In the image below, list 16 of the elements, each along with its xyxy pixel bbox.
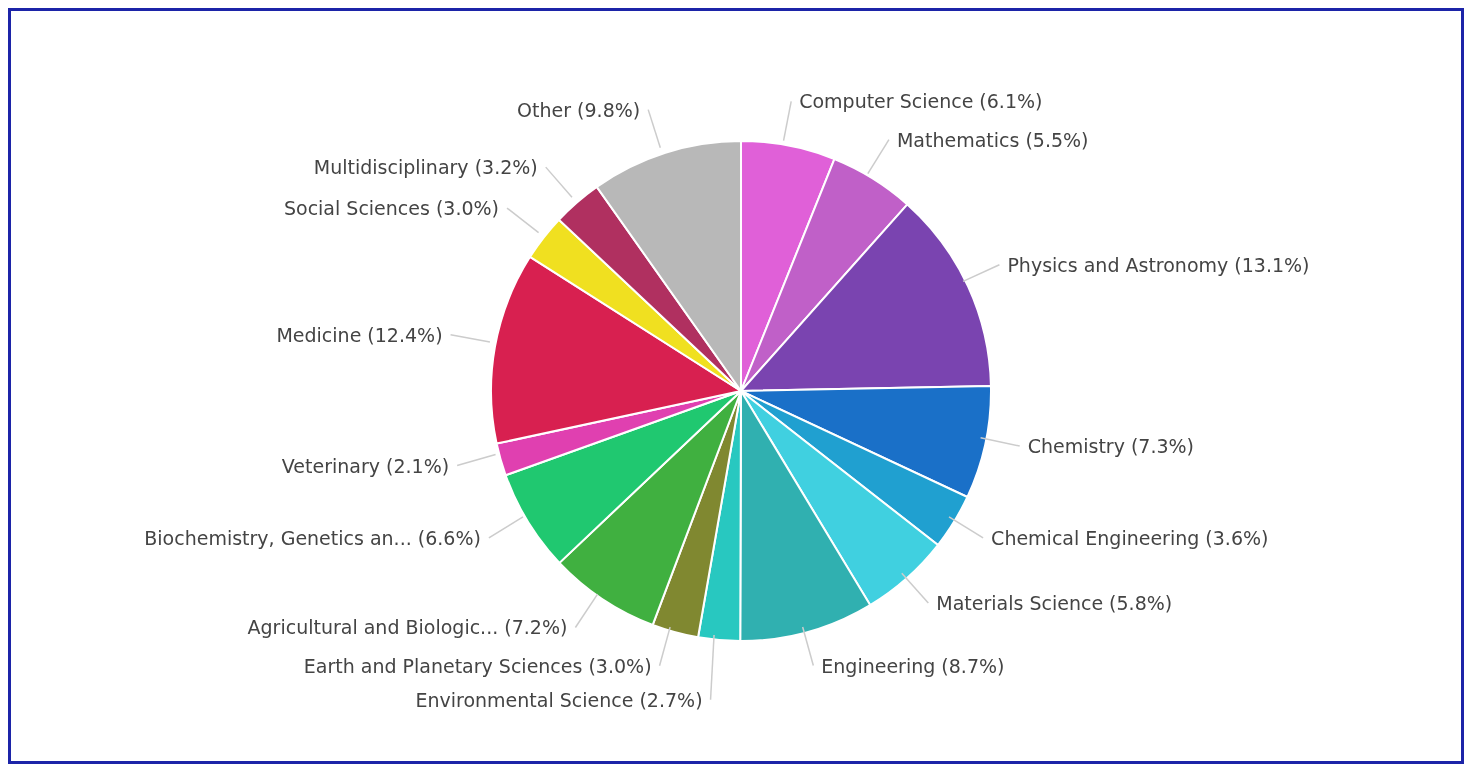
slice-label: Materials Science (5.8%) <box>936 592 1173 615</box>
slice-label: Mathematics (5.5%) <box>896 128 1089 151</box>
slice-label: Environmental Science (2.7%) <box>415 688 703 711</box>
slice-label: Chemical Engineering (3.6%) <box>991 526 1269 549</box>
slice-label: Computer Science (6.1%) <box>799 90 1043 113</box>
slice-label: Earth and Planetary Sciences (3.0%) <box>303 654 652 677</box>
slice-label: Agricultural and Biologic... (7.2%) <box>247 616 568 639</box>
slice-label: Chemistry (7.3%) <box>1027 435 1195 458</box>
slice-label: Other (9.8%) <box>517 98 641 121</box>
slice-label: Multidisciplinary (3.2%) <box>313 156 538 179</box>
slice-label: Engineering (8.7%) <box>821 654 1005 677</box>
slice-label: Biochemistry, Genetics an... (6.6%) <box>144 526 481 549</box>
slice-label: Medicine (12.4%) <box>276 323 443 346</box>
slice-label: Veterinary (2.1%) <box>281 454 450 477</box>
slice-label: Social Sciences (3.0%) <box>283 197 500 220</box>
slice-label: Physics and Astronomy (13.1%) <box>1007 253 1310 276</box>
